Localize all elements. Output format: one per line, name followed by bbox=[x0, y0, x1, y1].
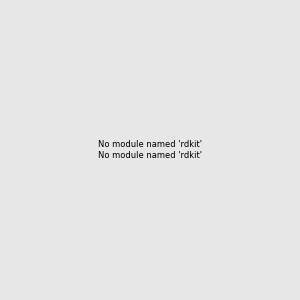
Text: No module named 'rdkit'
No module named 'rdkit': No module named 'rdkit' No module named … bbox=[98, 140, 202, 160]
